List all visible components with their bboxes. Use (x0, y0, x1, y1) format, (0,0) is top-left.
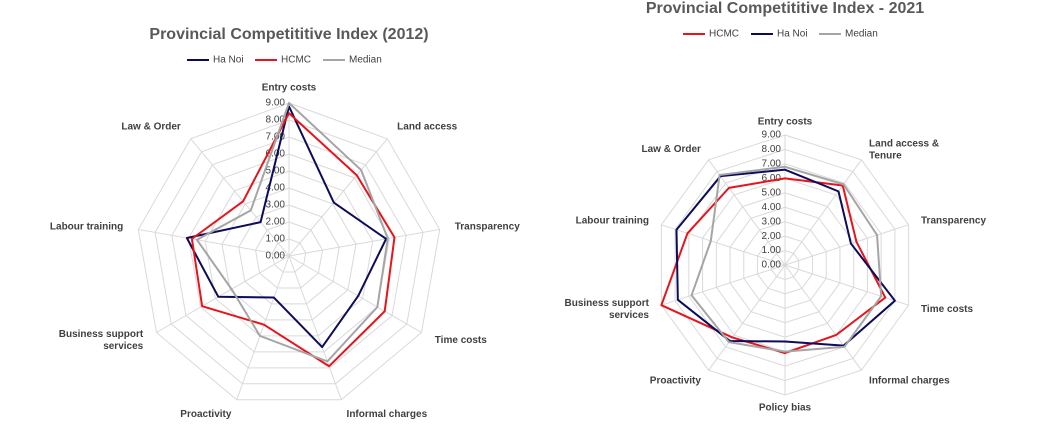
r-tick-label: 6.00 (266, 149, 286, 160)
series-line (195, 102, 389, 363)
spoke (661, 224, 786, 266)
category-label: Informal charges (869, 375, 950, 386)
r-tick-label: 9.00 (762, 130, 782, 141)
spoke (784, 159, 862, 266)
r-tick-label: 0.00 (266, 251, 286, 262)
category-label: Labour training (50, 221, 123, 232)
r-tick-label: 3.00 (762, 216, 782, 227)
grid-ring (154, 119, 424, 385)
r-tick-label: 6.00 (762, 173, 782, 184)
r-tick-label: 2.00 (762, 231, 782, 242)
r-tick-label: 4.00 (762, 202, 782, 213)
r-tick-label: 5.00 (266, 166, 286, 177)
category-label: Informal charges (347, 409, 428, 420)
legend-label: Ha Noi (213, 55, 244, 66)
legend-label: HCMC (281, 55, 311, 66)
category-label: Transparency (921, 215, 986, 226)
category-label: Entry costs (758, 117, 813, 128)
r-tick-label: 0.00 (762, 260, 782, 271)
chart-title: Provincial Competititive Index (2012) (149, 26, 428, 43)
grid-ring (171, 136, 407, 369)
grid-ring (204, 170, 374, 337)
category-label: Business support services (565, 298, 650, 321)
category-label: Land access (397, 122, 457, 133)
category-label: Labour training (576, 215, 649, 226)
category-label: Law & Order (641, 144, 701, 155)
legend-label: Ha Noi (777, 29, 808, 40)
r-tick-label: 7.00 (762, 159, 782, 170)
spoke (138, 228, 290, 257)
grid-ring (254, 221, 324, 289)
r-tick-label: 8.00 (266, 115, 286, 126)
spoke (784, 224, 909, 266)
spoke (288, 228, 440, 257)
series-line (690, 165, 883, 353)
r-tick-label: 1.00 (762, 245, 782, 256)
legend-label: Median (845, 29, 878, 40)
grid-ring (137, 102, 441, 401)
spoke (784, 264, 862, 371)
r-tick-label: 4.00 (266, 183, 286, 194)
category-label: Business support services (59, 329, 144, 352)
category-label: Time costs (435, 335, 487, 346)
spoke (288, 138, 388, 257)
chart-title: Provincial Competititive Index - 2021 (646, 0, 924, 17)
spoke (708, 264, 786, 371)
r-tick-label: 9.00 (266, 98, 286, 109)
series-line (675, 168, 896, 347)
category-label: Transparency (455, 221, 520, 232)
category-label: Law & Order (121, 122, 181, 133)
spoke (661, 264, 786, 306)
grid-ring (238, 204, 340, 305)
grid-ring (271, 238, 307, 273)
series-line (190, 112, 396, 368)
r-tick-label: 5.00 (762, 187, 782, 198)
r-tick-label: 3.00 (266, 200, 286, 211)
category-label: Entry costs (262, 82, 317, 93)
category-label: Proactivity (650, 375, 702, 386)
grid-ring (188, 153, 390, 353)
category-label: Time costs (921, 304, 973, 315)
legend-label: Median (349, 55, 382, 66)
category-label: Policy bias (759, 403, 812, 414)
series-line (185, 105, 388, 349)
grid-ring (221, 187, 357, 321)
spoke (784, 264, 909, 306)
r-tick-label: 1.00 (266, 234, 286, 245)
series-line (660, 177, 887, 355)
r-tick-label: 2.00 (266, 217, 286, 228)
category-label: Land access & Tenure (869, 138, 939, 161)
category-label: Proactivity (180, 409, 232, 420)
spoke (288, 255, 342, 400)
spoke (708, 159, 786, 266)
legend-label: HCMC (709, 29, 739, 40)
spoke (190, 138, 290, 257)
spoke (236, 255, 290, 400)
spoke (288, 255, 422, 333)
spoke (156, 255, 290, 333)
r-tick-label: 8.00 (762, 144, 782, 155)
